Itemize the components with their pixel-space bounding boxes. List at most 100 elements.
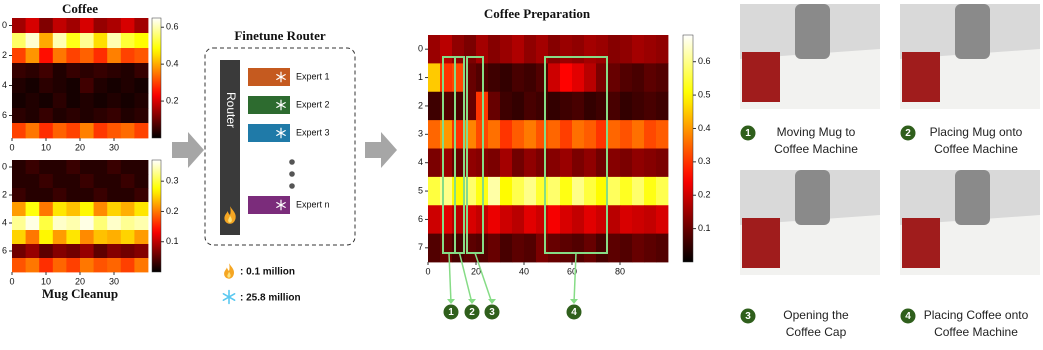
heatmap-cell	[93, 18, 108, 34]
heatmap-cell	[80, 33, 94, 49]
heatmap-cell	[644, 148, 657, 178]
heatmap-cell	[584, 205, 597, 235]
step-caption: Coffee Machine	[934, 142, 1018, 156]
heatmap-cell	[12, 160, 26, 175]
router-box	[204, 47, 356, 246]
heatmap-cell	[464, 176, 477, 206]
heatmap-cell	[120, 258, 135, 273]
y-tick-label: 6	[418, 214, 423, 224]
colorbar-tick-label: 0.6	[166, 22, 179, 32]
heatmap-cell	[93, 174, 108, 189]
heatmap-cell	[120, 63, 135, 79]
photo-machine	[742, 218, 780, 268]
step-caption: Opening the	[783, 308, 849, 322]
heatmap-cell	[500, 91, 513, 121]
heatmap-cell	[620, 63, 633, 93]
heatmap-cell	[656, 63, 669, 93]
heatmap-cell	[52, 108, 67, 124]
heatmap-cell	[80, 123, 94, 139]
expert-label: Expert n	[296, 199, 330, 209]
heatmap-cell	[512, 120, 525, 149]
step-caption: Placing Mug onto	[930, 125, 1023, 139]
heatmap-cell	[12, 108, 26, 124]
colorbar-tick-label: 0.2	[166, 206, 179, 216]
heatmap-cell	[524, 120, 537, 149]
heatmap-cell	[39, 188, 54, 203]
heatmap-cell	[464, 205, 477, 235]
y-tick-label: 0	[2, 161, 7, 171]
heatmap-cell	[572, 148, 585, 178]
heatmap-cell	[464, 148, 477, 178]
heatmap-cell	[572, 176, 585, 206]
heatmap-cell	[524, 63, 537, 93]
ellipsis-dot	[289, 183, 295, 189]
heatmap-cell	[80, 93, 94, 109]
heatmap-cell	[80, 188, 94, 203]
heatmap-cell	[584, 120, 597, 149]
y-tick-label: 6	[2, 110, 7, 120]
flow-arrow	[365, 132, 397, 168]
heatmap-cell	[560, 233, 573, 263]
expert-block	[248, 124, 290, 142]
heatmap-cell	[12, 93, 26, 109]
heatmap-cell	[536, 205, 549, 235]
heatmap-cell	[39, 48, 54, 64]
heatmap-cell	[644, 233, 657, 263]
heatmap-cell	[596, 91, 609, 121]
heatmap-cell	[584, 35, 597, 64]
heatmap-cell	[548, 176, 561, 206]
ellipsis-dot	[289, 171, 295, 177]
heatmap-cell	[512, 176, 525, 206]
heatmap-cell	[488, 91, 501, 121]
heatmap-cell	[120, 18, 135, 34]
heatmap-cell	[39, 160, 54, 175]
heatmap-cell	[120, 93, 135, 109]
connector-head	[468, 299, 476, 304]
heatmap-cell	[120, 202, 135, 217]
heatmap-cell	[25, 18, 40, 34]
heatmap-cell	[12, 123, 26, 139]
heatmap-cell	[440, 91, 453, 121]
heatmap-cell	[584, 176, 597, 206]
heatmap-cell	[620, 205, 633, 235]
heatmap-cell	[524, 233, 537, 263]
heatmap-cell	[134, 244, 149, 259]
heatmap-cell	[52, 244, 67, 259]
heatmap-cell	[524, 91, 537, 121]
heatmap-cell	[25, 33, 40, 49]
heatmap-cell	[560, 176, 573, 206]
heatmap-cell	[500, 120, 513, 149]
heatmap-cell	[632, 148, 645, 178]
heatmap-cell	[66, 33, 81, 49]
heatmap-cell	[107, 160, 122, 175]
heatmap-cell	[548, 120, 561, 149]
heatmap-cell	[608, 120, 621, 149]
x-tick-label: 10	[41, 142, 51, 152]
heatmap-cell	[608, 148, 621, 178]
y-tick-label: 0	[418, 44, 423, 54]
heatmap-cell	[39, 230, 54, 245]
heatmap-cell	[25, 174, 40, 189]
heatmap-cell	[25, 230, 40, 245]
heatmap-cell	[93, 63, 108, 79]
photo-robot	[955, 4, 990, 59]
heatmap-cell	[656, 205, 669, 235]
router-bar	[220, 60, 240, 235]
heatmap-cell	[620, 148, 633, 178]
heatmap-cell	[66, 216, 81, 231]
heatmap-cell	[488, 120, 501, 149]
colorbar	[682, 34, 694, 263]
connector-head	[488, 299, 496, 304]
heatmap-cell	[656, 233, 669, 263]
heatmap-cell	[80, 202, 94, 217]
heatmap-cell	[452, 91, 465, 121]
heatmap-cell	[93, 108, 108, 124]
heatmap-cell	[440, 35, 453, 64]
heatmap-cell	[39, 93, 54, 109]
x-tick-label: 80	[615, 266, 625, 276]
x-tick-label: 20	[75, 142, 85, 152]
heatmap-cell	[52, 230, 67, 245]
heatmap-cell	[80, 230, 94, 245]
expert-label: Expert 3	[296, 127, 330, 137]
